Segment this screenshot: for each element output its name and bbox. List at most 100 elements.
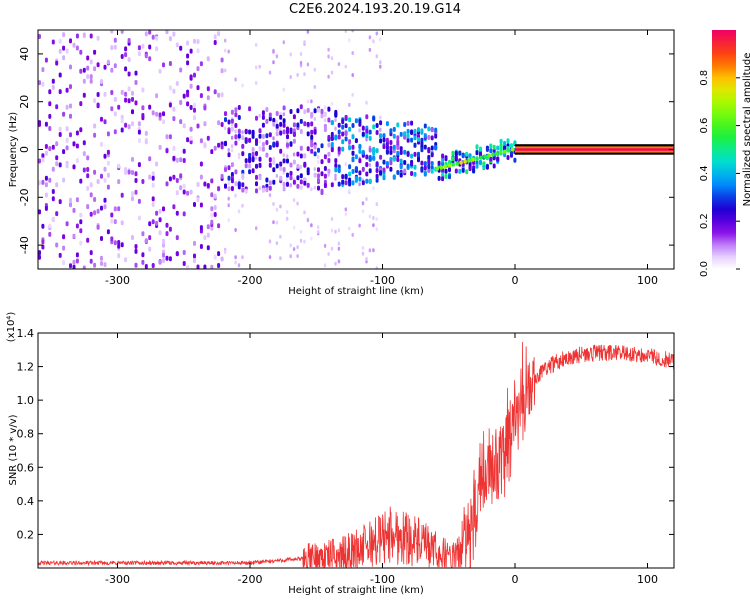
spectrogram-cell [103, 166, 107, 172]
spectrogram-cell [286, 142, 289, 148]
chart-title: C2E6.2024.193.20.19.G14 [288, 2, 462, 17]
colorbar-tick-label: 0.2 [699, 213, 710, 229]
spectrogram-cell [327, 158, 331, 163]
spectrogram-cell [282, 158, 286, 164]
spectrogram-cell [451, 156, 455, 162]
spectrogram-cell [334, 229, 337, 234]
spectrogram-cell [289, 141, 293, 147]
spectrogram-cell [248, 137, 252, 143]
spectrogram-cell [268, 116, 272, 122]
spectrogram-cell [244, 188, 248, 194]
spectrogram-cell [279, 256, 282, 261]
spectrogram-cell [120, 114, 124, 120]
spectrogram-cell [330, 101, 334, 106]
spectrogram-cell [241, 255, 244, 260]
spectrogram-cell [62, 177, 66, 183]
spectrogram-cell [499, 150, 503, 155]
spectrogram-cell [327, 134, 331, 140]
spectrogram-cell [189, 83, 193, 89]
spectrogram-cell [69, 132, 72, 138]
spectrogram-cell [317, 155, 320, 160]
spectrogram-cell [454, 168, 458, 174]
spectrogram-cell [272, 60, 275, 65]
spectrogram-cell [103, 153, 107, 159]
spectrogram-cell [351, 156, 355, 162]
spectrogram-cell [141, 252, 145, 258]
spectrogram-cell [427, 147, 431, 152]
spectrogram-cell [117, 179, 121, 185]
spectrogram-cell [227, 152, 231, 158]
spectrogram-cell [100, 205, 103, 211]
spectrogram-cell [134, 70, 138, 76]
spectrogram-cell [144, 264, 148, 269]
spectrogram-cell [375, 173, 379, 179]
spectrogram-cell [141, 179, 145, 184]
spectrogram-cell [341, 131, 345, 137]
spectrogram-cell [499, 144, 503, 150]
spectrogram-cell [41, 239, 45, 245]
spectrogram-cell [251, 147, 255, 152]
spectrogram-cell [124, 257, 128, 263]
spectrogram-cell [275, 131, 279, 137]
spectrogram-cell [255, 42, 258, 47]
spectrogram-cell [310, 236, 313, 241]
spectrogram-cell [489, 143, 493, 149]
spectrogram-cell [248, 106, 252, 112]
spectrogram-cell [124, 91, 128, 97]
spectrogram-cell [186, 190, 190, 196]
spectrogram-cell [327, 142, 331, 148]
spectrogram-cell [213, 145, 217, 151]
spectrogram-cell [296, 245, 299, 250]
spectrogram-cell [330, 120, 334, 126]
spectrogram-cell [420, 160, 424, 166]
spectrogram-cell [110, 212, 114, 218]
spectrogram-cell [172, 174, 176, 180]
spectrogram-cell [303, 153, 307, 159]
spectrogram-cell [244, 128, 248, 134]
spectrogram-cell [365, 100, 368, 105]
spectrogram-cell [51, 189, 55, 194]
spectrogram-cell [496, 156, 500, 162]
spectrogram-cell [368, 35, 372, 40]
spectrogram-cell [124, 46, 128, 52]
spectrogram-cell [258, 133, 262, 139]
spectrogram-cell [151, 110, 155, 116]
spectrogram-cell [224, 48, 227, 53]
spectrogram-cell [113, 206, 117, 212]
spectrogram-cell [72, 264, 76, 269]
spectrogram-cell [230, 109, 234, 115]
spectrogram-cell [337, 228, 341, 233]
x-axis-label: Height of straight line (km) [288, 286, 424, 297]
snr-series-group [38, 341, 674, 568]
spectrogram-cell [396, 157, 400, 162]
spectrogram-cell [289, 162, 293, 168]
spectrogram-cell [193, 102, 196, 108]
spectrogram-cell [113, 37, 117, 43]
spectrogram-cell [65, 48, 69, 54]
spectrogram-cell [220, 92, 224, 98]
spectrogram-cell [151, 171, 155, 177]
spectrogram-cell [75, 143, 79, 149]
spectrogram-cell [241, 143, 245, 149]
spectrogram-cell [120, 220, 124, 226]
spectrogram-cell [337, 134, 341, 140]
spectrogram-cell [375, 177, 379, 183]
spectrogram-cell [372, 155, 376, 161]
spectrogram-cell [292, 225, 296, 230]
spectrogram-cell [65, 104, 69, 110]
spectrogram-cell [186, 101, 190, 107]
spectrogram-cell [275, 163, 279, 169]
spectrogram-cell [317, 225, 320, 230]
spectrogram-cell [58, 199, 62, 205]
spectrogram-cell [120, 30, 124, 34]
spectrogram-cell [265, 133, 269, 139]
spectrogram-cell [79, 49, 83, 55]
spectrogram-cell [282, 186, 286, 192]
spectrogram-cell [396, 122, 400, 128]
spectrogram-cell [410, 130, 414, 135]
spectrogram-cell [289, 183, 292, 187]
spectrogram-cell [389, 140, 393, 145]
spectrogram-cell [289, 243, 292, 248]
spectrogram-cell [93, 66, 97, 72]
